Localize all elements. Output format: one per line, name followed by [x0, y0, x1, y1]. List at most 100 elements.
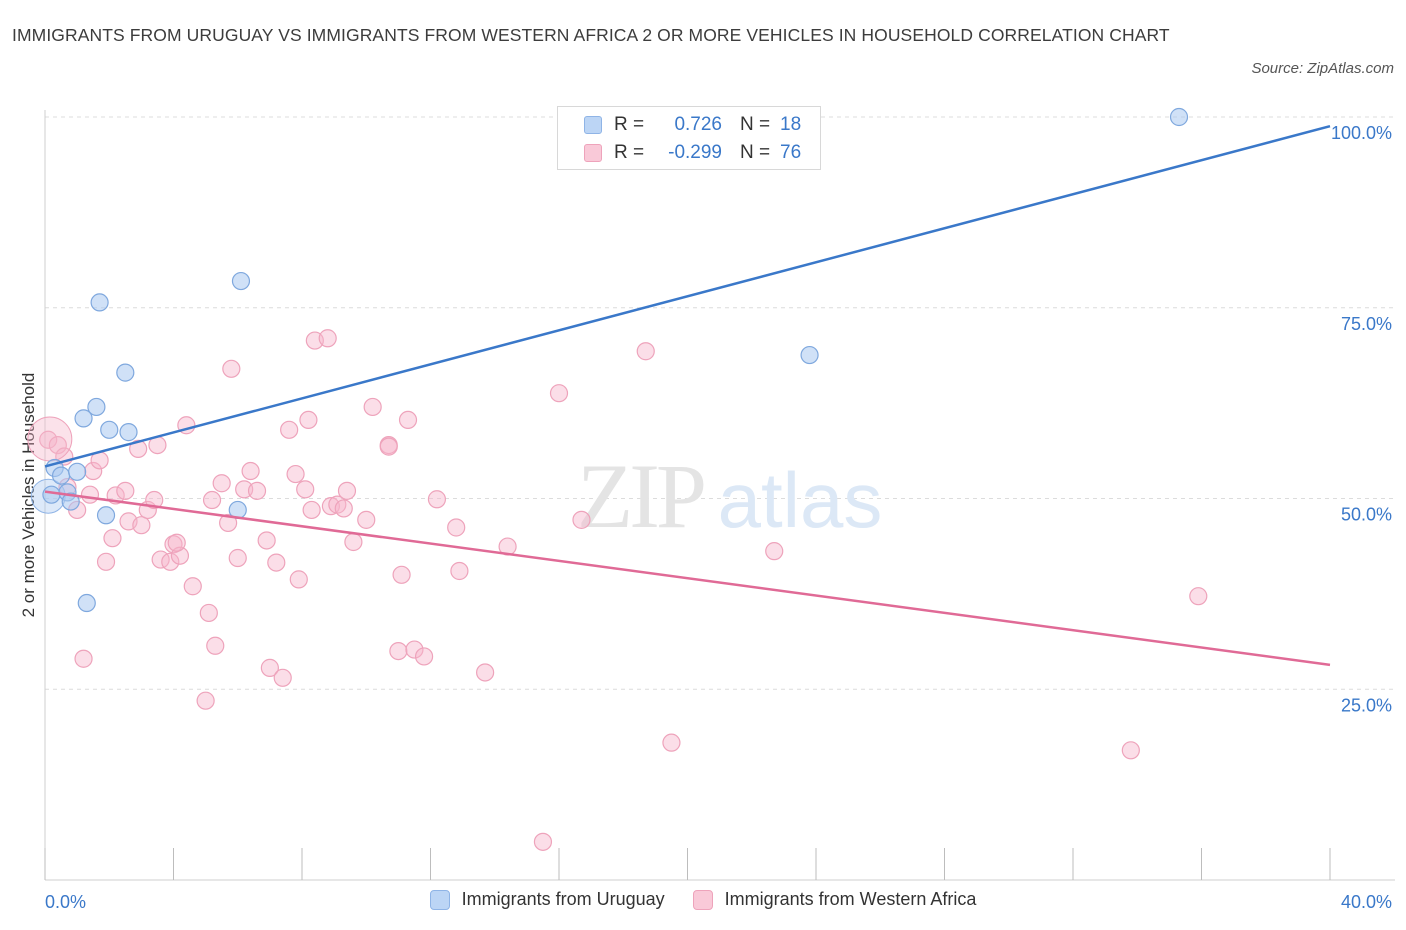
- trend-lines: [44, 124, 1331, 667]
- n-label: N =: [740, 142, 771, 163]
- uruguay-point: [231, 271, 251, 291]
- western-africa-point: [202, 490, 222, 510]
- western-africa-point: [273, 668, 292, 687]
- series-legend: Immigrants from Uruguay Immigrants from …: [0, 889, 1406, 910]
- western-africa-point: [302, 500, 321, 520]
- uruguay-points: [30, 107, 1189, 613]
- legend-item-western-africa[interactable]: Immigrants from Western Africa: [692, 889, 977, 910]
- y-tick-label: 100.0%: [1331, 123, 1392, 143]
- western-africa-point: [39, 430, 58, 449]
- western-africa-point: [344, 532, 363, 552]
- uruguay-point: [100, 420, 119, 439]
- western-africa-point: [405, 640, 424, 659]
- r-value: 0.726: [674, 114, 722, 135]
- western-africa-point: [167, 533, 186, 552]
- western-africa-point: [132, 516, 151, 535]
- grid-lines: [45, 116, 1395, 690]
- uruguay-point: [800, 345, 819, 365]
- legend-item-uruguay[interactable]: Immigrants from Uruguay: [429, 889, 665, 910]
- western-africa-point: [450, 561, 469, 581]
- western-africa-point: [414, 647, 434, 666]
- legend-row-western-africa: R = -0.299 N = 76: [584, 139, 801, 167]
- uruguay-trend-line: [44, 124, 1331, 468]
- western-africa-point: [549, 384, 569, 403]
- uruguay-point: [74, 409, 93, 428]
- western-africa-point: [219, 513, 238, 533]
- western-africa-point: [662, 733, 681, 752]
- uruguay-point: [116, 363, 135, 382]
- western-africa-point: [533, 832, 553, 851]
- western-africa-point: [296, 480, 315, 499]
- western-africa-point: [247, 481, 267, 500]
- western-africa-point: [636, 342, 655, 361]
- uruguay-point: [96, 506, 116, 525]
- source-label: Source: ZipAtlas.com: [1251, 60, 1394, 77]
- western-africa-point: [389, 641, 408, 661]
- western-africa-point: [1121, 741, 1140, 760]
- r-label: R =: [614, 114, 645, 135]
- correlation-legend: R = 0.726 N = 18 R = -0.299 N = 76: [557, 106, 821, 170]
- western-africa-point: [392, 565, 411, 584]
- chart-title: IMMIGRANTS FROM URUGUAY VS IMMIGRANTS FR…: [12, 25, 1170, 45]
- western-africa-point: [96, 552, 116, 571]
- watermark: ZIP atlas: [577, 445, 882, 547]
- legend-label-western-africa: Immigrants from Western Africa: [724, 889, 977, 909]
- x-tick-label: 40.0%: [1341, 892, 1392, 912]
- r-label: R =: [614, 142, 645, 163]
- n-value: 76: [780, 142, 802, 163]
- western-africa-point: [206, 636, 225, 655]
- western-africa-point: [299, 410, 318, 430]
- legend-swatch-western-africa: [692, 889, 713, 910]
- western-africa-points: [27, 329, 1208, 851]
- western-africa-point: [337, 481, 357, 500]
- western-africa-point: [212, 474, 231, 493]
- watermark-atlas: atlas: [718, 456, 883, 544]
- western-africa-point: [145, 490, 164, 510]
- uruguay-point: [87, 397, 106, 417]
- uruguay-point: [1169, 107, 1189, 127]
- western-africa-point: [427, 490, 447, 509]
- western-africa-point: [379, 437, 398, 456]
- western-africa-point: [267, 553, 286, 572]
- y-tick-label: 50.0%: [1341, 505, 1392, 525]
- western-africa-point: [363, 397, 382, 417]
- western-africa-point: [74, 649, 93, 668]
- western-africa-point: [103, 529, 122, 548]
- western-africa-point: [289, 570, 308, 589]
- watermark-zip: ZIP: [577, 445, 704, 547]
- legend-swatch-uruguay: [584, 116, 602, 134]
- uruguay-point: [42, 485, 61, 504]
- western-africa-point: [334, 499, 353, 518]
- western-africa-point: [260, 658, 279, 677]
- uruguay-point: [77, 593, 96, 613]
- tick-labels: 25.0% 50.0% 75.0% 100.0% 0.0% 40.0%: [45, 123, 1392, 912]
- legend-row-uruguay: R = 0.726 N = 18: [584, 111, 801, 139]
- n-label: N =: [740, 114, 771, 135]
- uruguay-point: [61, 492, 80, 511]
- western-africa-point: [183, 577, 202, 596]
- western-africa-point: [286, 464, 305, 484]
- x-tick-label: 0.0%: [45, 892, 86, 912]
- n-value: 18: [780, 114, 802, 135]
- western-africa-point: [765, 542, 784, 561]
- western-africa-point: [116, 481, 135, 500]
- r-value: -0.299: [668, 142, 722, 163]
- uruguay-point: [90, 293, 109, 312]
- western-africa-point: [48, 435, 67, 455]
- western-africa-point: [80, 485, 100, 504]
- legend-swatch-western-africa: [584, 144, 602, 162]
- y-tick-label: 25.0%: [1341, 695, 1392, 715]
- western-africa-point: [318, 329, 337, 348]
- uruguay-point: [68, 462, 87, 481]
- y-tick-label: 75.0%: [1341, 314, 1392, 334]
- western-africa-point: [398, 410, 418, 430]
- western-africa-point: [161, 552, 180, 571]
- western-africa-point: [27, 416, 73, 462]
- western-africa-point: [222, 359, 241, 378]
- western-africa-point: [257, 531, 276, 550]
- western-africa-point: [280, 420, 299, 439]
- western-africa-trend-line: [44, 490, 1331, 667]
- western-africa-point: [129, 439, 148, 459]
- uruguay-point: [119, 423, 138, 442]
